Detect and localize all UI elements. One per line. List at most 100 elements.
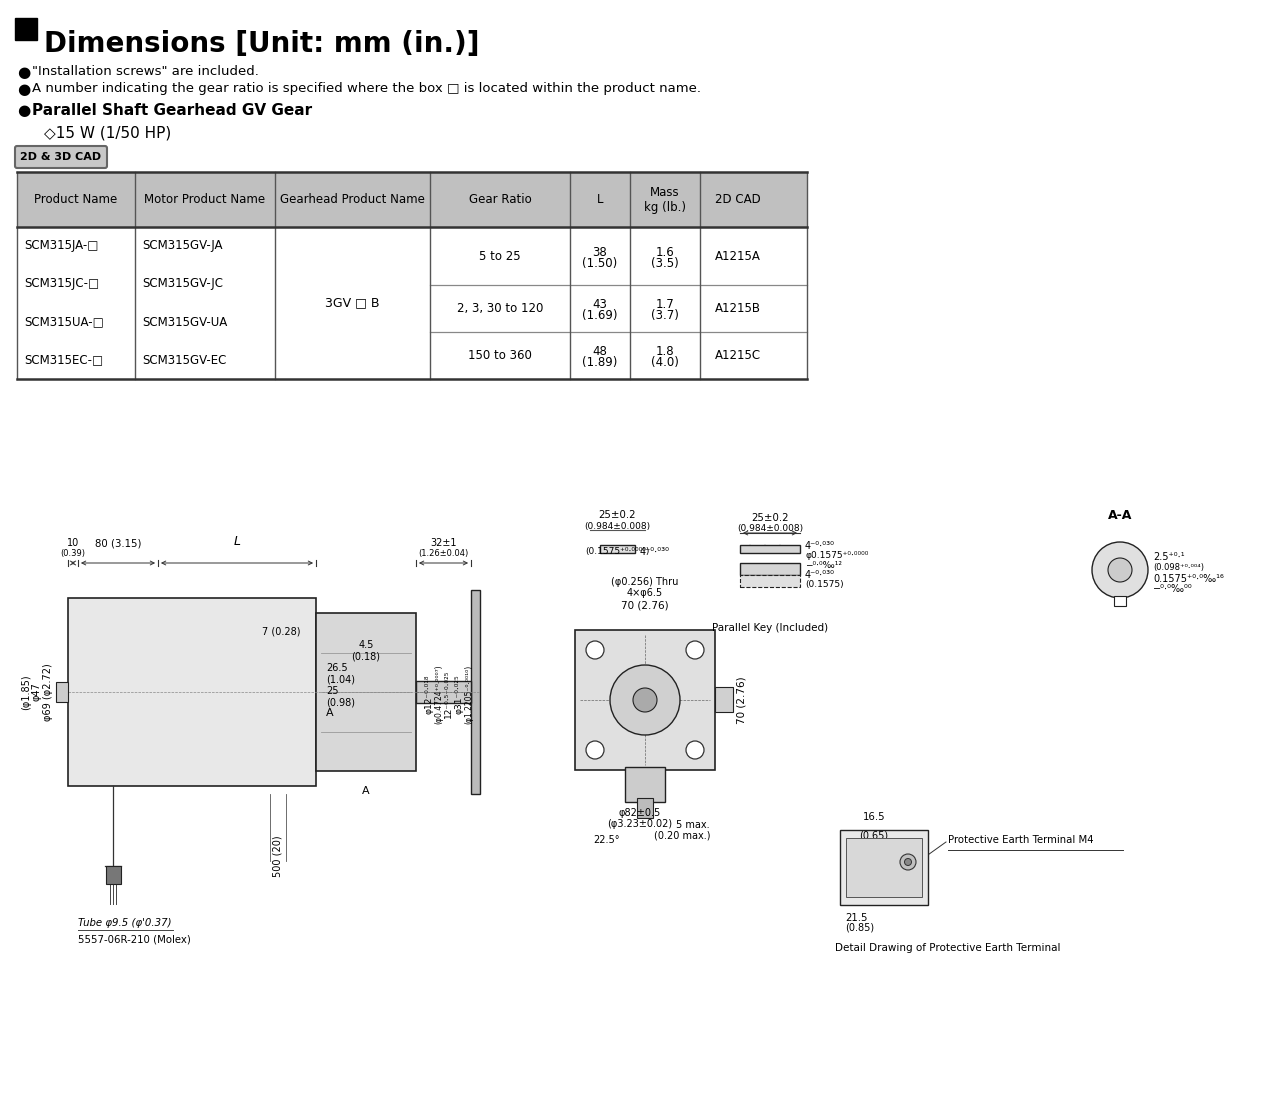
Text: A1215B: A1215B	[714, 302, 760, 315]
Text: (φ0.4724⁺⁰⋅⁰⁰⁰⁷): (φ0.4724⁺⁰⋅⁰⁰⁰⁷)	[434, 664, 443, 724]
Text: (1.26±0.04): (1.26±0.04)	[419, 549, 468, 558]
Text: 2.5⁺⁰⋅¹: 2.5⁺⁰⋅¹	[1153, 552, 1184, 563]
Circle shape	[905, 858, 911, 866]
Text: 25±0.2: 25±0.2	[598, 510, 636, 520]
Text: (0.39): (0.39)	[60, 549, 86, 558]
Text: Gearhead Product Name: Gearhead Product Name	[280, 193, 425, 206]
Text: 38: 38	[593, 246, 608, 258]
Text: 25
(0.98): 25 (0.98)	[326, 686, 355, 708]
Text: (3.7): (3.7)	[652, 309, 678, 322]
Text: 7 (0.28): 7 (0.28)	[261, 627, 301, 636]
Text: A1215A: A1215A	[714, 249, 760, 263]
Text: (0.85): (0.85)	[845, 923, 874, 933]
Text: ●: ●	[17, 103, 31, 118]
Bar	[106, 866, 122, 884]
Circle shape	[634, 688, 657, 713]
Circle shape	[586, 641, 604, 658]
Bar	[625, 767, 666, 802]
Text: "Installation screws" are included.: "Installation screws" are included.	[32, 65, 259, 78]
Text: −⁰⋅⁰‰¹²: −⁰⋅⁰‰¹²	[805, 561, 842, 570]
Text: Protective Earth Terminal M4: Protective Earth Terminal M4	[948, 835, 1093, 845]
Text: (0.1575): (0.1575)	[805, 580, 844, 589]
Circle shape	[611, 665, 680, 735]
Bar	[1114, 596, 1126, 606]
Text: φ82±0.5: φ82±0.5	[618, 808, 662, 818]
Text: 4⁻⁰⋅⁰³⁰: 4⁻⁰⋅⁰³⁰	[805, 570, 835, 580]
Text: 2, 3, 30 to 120: 2, 3, 30 to 120	[457, 302, 543, 315]
Bar	[575, 630, 716, 770]
Text: ●: ●	[17, 82, 31, 97]
Text: (0.1575⁺⁰⋅⁰⁰⁰⁰): (0.1575⁺⁰⋅⁰⁰⁰⁰)	[585, 547, 649, 556]
Text: 1.7: 1.7	[655, 298, 675, 311]
Text: SCM315GV-JC: SCM315GV-JC	[142, 278, 223, 290]
Text: Detail Drawing of Protective Earth Terminal: Detail Drawing of Protective Earth Termi…	[835, 943, 1061, 953]
Bar	[600, 545, 635, 553]
Text: ●: ●	[17, 65, 31, 81]
Text: SCM315GV-JA: SCM315GV-JA	[142, 239, 223, 253]
Text: (0.098⁺⁰⋅⁰⁰⁴): (0.098⁺⁰⋅⁰⁰⁴)	[1153, 563, 1204, 572]
Text: L: L	[596, 193, 603, 206]
Bar	[840, 829, 928, 904]
Text: SCM315GV-UA: SCM315GV-UA	[142, 315, 228, 329]
Text: 70 (2.76): 70 (2.76)	[737, 676, 748, 724]
Text: Parallel Key (Included): Parallel Key (Included)	[712, 623, 828, 633]
Text: φ12⁻⁰⋅⁰¹⁸: φ12⁻⁰⋅⁰¹⁸	[424, 674, 433, 714]
Text: (0.984±0.008): (0.984±0.008)	[584, 522, 650, 531]
Bar	[637, 797, 653, 818]
Text: 4⁻⁰⋅⁰³⁰: 4⁻⁰⋅⁰³⁰	[640, 547, 669, 557]
Text: 25±0.2: 25±0.2	[751, 513, 788, 523]
Circle shape	[686, 641, 704, 658]
Text: 4⁻⁰⋅⁰³⁰: 4⁻⁰⋅⁰³⁰	[805, 540, 835, 552]
Circle shape	[586, 741, 604, 759]
Text: 16.5: 16.5	[863, 812, 886, 822]
Text: 4.5
(0.18): 4.5 (0.18)	[352, 640, 380, 662]
Text: (φ1.85): (φ1.85)	[20, 674, 31, 710]
Circle shape	[1108, 558, 1132, 582]
Text: φ69 (φ2.72): φ69 (φ2.72)	[44, 663, 52, 721]
Text: (4.0): (4.0)	[652, 356, 678, 370]
Bar	[68, 598, 316, 786]
Text: φ0.1575⁺⁰⋅⁰⁰⁰⁰: φ0.1575⁺⁰⋅⁰⁰⁰⁰	[805, 552, 868, 560]
Text: Parallel Shaft Gearhead GV Gear: Parallel Shaft Gearhead GV Gear	[32, 103, 312, 118]
Text: 1.6: 1.6	[655, 246, 675, 258]
Text: (3.5): (3.5)	[652, 257, 678, 269]
Text: SCM315EC-□: SCM315EC-□	[24, 353, 104, 366]
Text: 43: 43	[593, 298, 608, 311]
Text: (0.65): (0.65)	[859, 829, 888, 840]
Text: 5 to 25: 5 to 25	[479, 249, 521, 263]
Text: ◇15 W (1/50 HP): ◇15 W (1/50 HP)	[44, 125, 172, 140]
Bar	[15, 18, 37, 40]
Text: A1215C: A1215C	[714, 349, 760, 362]
Text: A: A	[362, 786, 370, 796]
Text: A: A	[326, 708, 334, 718]
Text: (1.89): (1.89)	[582, 356, 618, 370]
Bar	[740, 575, 800, 587]
Text: A number indicating the gear ratio is specified where the box □ is located withi: A number indicating the gear ratio is sp…	[32, 82, 701, 95]
Text: 2D & 3D CAD: 2D & 3D CAD	[20, 152, 101, 162]
Bar	[316, 613, 416, 771]
Text: Dimensions [Unit: mm (in.)]: Dimensions [Unit: mm (in.)]	[44, 30, 480, 58]
Bar	[17, 172, 806, 227]
Bar	[716, 687, 733, 713]
Bar	[56, 682, 68, 702]
Text: 1.8: 1.8	[655, 345, 675, 358]
Text: L: L	[233, 535, 241, 548]
Text: (φ1.2205⁻⁰⋅⁰⁰¹⁰): (φ1.2205⁻⁰⋅⁰⁰¹⁰)	[465, 664, 474, 724]
Text: SCM315GV-EC: SCM315GV-EC	[142, 353, 227, 366]
Circle shape	[686, 741, 704, 759]
Circle shape	[1092, 542, 1148, 598]
Text: 21.5: 21.5	[845, 913, 868, 923]
FancyBboxPatch shape	[15, 146, 108, 168]
Text: A-A: A-A	[1107, 508, 1133, 522]
Text: 3GV □ B: 3GV □ B	[325, 297, 380, 310]
Text: −⁰⋅⁰‰⁰⁰: −⁰⋅⁰‰⁰⁰	[1153, 583, 1193, 595]
Text: 4×φ6.5: 4×φ6.5	[627, 588, 663, 598]
Bar	[471, 590, 480, 794]
Text: 500 (20): 500 (20)	[273, 835, 283, 877]
Text: 32±1: 32±1	[430, 538, 457, 548]
Text: 2D CAD: 2D CAD	[714, 193, 760, 206]
Bar	[846, 838, 922, 897]
Text: 12⁻⁰⋅⁵⁻⁰⋅⁰²⁵: 12⁻⁰⋅⁵⁻⁰⋅⁰²⁵	[444, 670, 453, 718]
Text: SCM315JC-□: SCM315JC-□	[24, 278, 99, 290]
Text: 22.5°: 22.5°	[593, 835, 620, 845]
